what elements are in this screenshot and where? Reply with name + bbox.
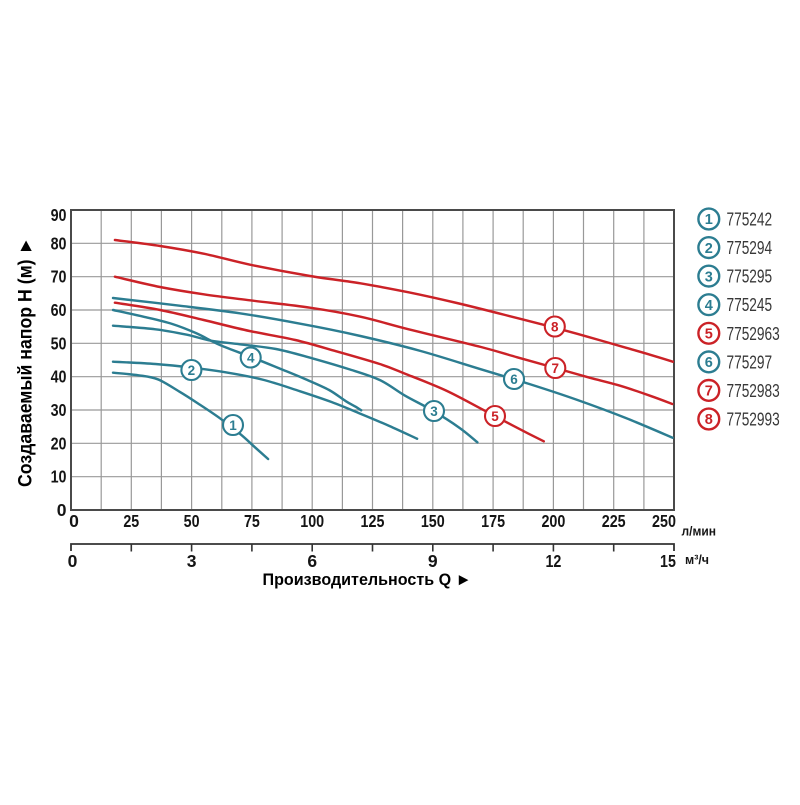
svg-text:200: 200 [541,511,565,531]
svg-text:2: 2 [705,241,713,257]
svg-text:9: 9 [428,551,438,571]
svg-text:175: 175 [481,511,505,531]
svg-text:м³/ч: м³/ч [685,552,709,567]
svg-text:12: 12 [545,551,561,571]
svg-text:775295: 775295 [727,266,773,287]
svg-text:Создаваемый напор Н (м) ►: Создаваемый напор Н (м) ► [16,237,37,487]
svg-text:225: 225 [602,511,626,531]
svg-text:15: 15 [660,551,676,571]
svg-text:250: 250 [652,511,676,531]
svg-text:Производительность Q ►: Производительность Q ► [263,570,472,589]
svg-text:90: 90 [51,205,67,225]
svg-text:7752963: 7752963 [727,323,780,344]
svg-text:125: 125 [361,511,385,531]
svg-text:40: 40 [51,367,67,387]
svg-text:30: 30 [51,400,67,420]
svg-text:50: 50 [184,511,200,531]
svg-text:5: 5 [491,409,499,424]
svg-text:0: 0 [69,511,79,531]
svg-text:1: 1 [229,418,237,433]
svg-text:8: 8 [705,412,713,428]
svg-text:3: 3 [430,404,438,419]
svg-text:70: 70 [51,267,67,287]
svg-text:3: 3 [187,551,197,571]
svg-text:6: 6 [510,372,518,387]
svg-text:150: 150 [421,511,445,531]
svg-text:1: 1 [705,212,713,228]
svg-text:8: 8 [551,320,559,335]
svg-text:50: 50 [51,333,67,353]
svg-text:6: 6 [307,551,317,571]
svg-text:3: 3 [705,269,713,285]
svg-text:100: 100 [300,511,324,531]
svg-text:775294: 775294 [727,237,773,258]
svg-text:20: 20 [51,433,67,453]
svg-text:6: 6 [705,355,713,371]
svg-text:5: 5 [705,327,713,343]
svg-text:7: 7 [705,384,713,400]
svg-text:2: 2 [188,363,196,378]
svg-text:7752993: 7752993 [727,409,780,430]
svg-text:775242: 775242 [727,209,773,230]
svg-text:80: 80 [51,233,67,253]
svg-text:10: 10 [51,467,67,487]
svg-text:775297: 775297 [727,351,773,372]
svg-text:75: 75 [244,511,260,531]
svg-text:4: 4 [705,298,713,314]
svg-text:25: 25 [123,511,139,531]
svg-text:4: 4 [247,351,255,366]
svg-text:60: 60 [51,300,67,320]
svg-text:7752983: 7752983 [727,380,780,401]
svg-text:0: 0 [57,500,67,520]
svg-text:7: 7 [552,361,560,376]
svg-text:0: 0 [68,551,78,571]
svg-text:л/мин: л/мин [682,524,717,539]
svg-text:775245: 775245 [727,294,773,315]
